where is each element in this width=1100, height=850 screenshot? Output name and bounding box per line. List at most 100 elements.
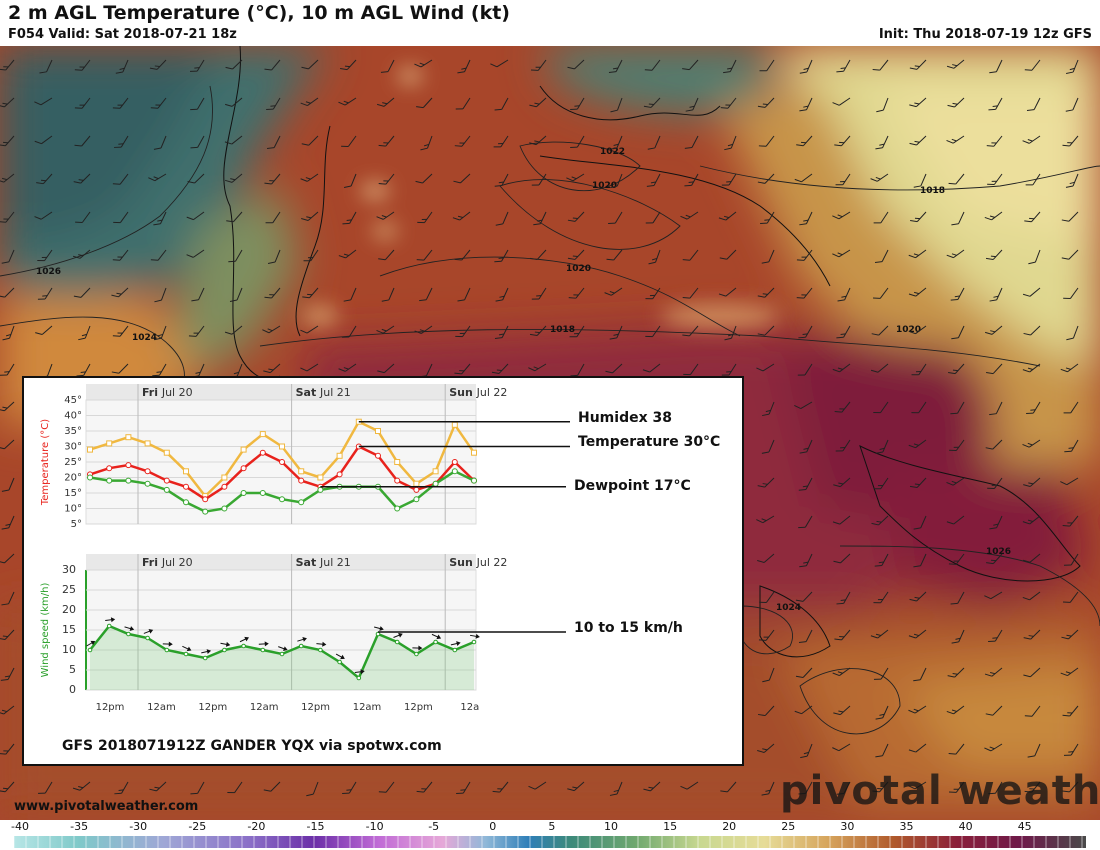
wind-barb	[414, 59, 433, 68]
wind-barb	[647, 135, 661, 150]
wind-barb	[454, 363, 471, 375]
wind-barb	[376, 211, 395, 220]
map-header: 2 m AGL Temperature (°C), 10 m AGL Wind …	[0, 0, 1100, 46]
wind-barb	[989, 401, 1003, 416]
isobar-label: 1018	[550, 325, 575, 335]
isobar-label: 1024	[776, 603, 801, 613]
wind-barb	[343, 287, 357, 302]
dewpoint-point	[240, 490, 247, 496]
wind-barb	[757, 743, 775, 753]
wind-barb	[494, 97, 509, 111]
dewpoint-point	[106, 477, 113, 484]
wind-barb	[609, 325, 623, 340]
wind-direction-arrow	[316, 641, 327, 647]
wind-tick-label: 10	[62, 643, 76, 656]
wind-direction-arrow	[393, 632, 403, 638]
wind-barb	[0, 97, 15, 108]
wind-barb	[529, 325, 547, 337]
time-tick-label: 12am	[147, 702, 176, 713]
wind-barb	[870, 629, 889, 639]
wind-barb	[1, 249, 15, 264]
wind-barb	[873, 667, 889, 680]
time-tick-label: 12pm	[198, 702, 227, 713]
wind-barb	[452, 211, 471, 221]
wind-barb	[1065, 97, 1079, 112]
wind-barb	[301, 59, 319, 70]
isobar-label: 1020	[592, 181, 617, 191]
wind-direction-arrow	[412, 645, 423, 651]
wind-callout: 10 to 15 km/h	[574, 620, 683, 636]
humidex-point	[451, 421, 458, 428]
wind-barb	[420, 135, 433, 151]
wind-barb	[153, 211, 167, 226]
wind-point	[222, 647, 227, 653]
wind-barb	[799, 439, 813, 454]
wind-point	[452, 647, 458, 653]
wind-barb	[874, 553, 889, 567]
wind-barb	[832, 667, 851, 677]
wind-barb	[0, 401, 15, 412]
wind-barb	[609, 135, 623, 150]
wind-direction-arrow	[450, 641, 461, 646]
wind-barb	[684, 135, 699, 149]
wind-barb	[74, 97, 91, 109]
wind-barb	[415, 173, 433, 184]
wind-barb	[224, 173, 243, 183]
wind-barb	[873, 591, 889, 604]
temperature-point	[163, 477, 170, 484]
wind-barb	[646, 173, 661, 187]
wind-direction-arrow	[220, 641, 231, 647]
colorbar-tick-label: 0	[489, 820, 497, 833]
time-tick-label: 12pm	[96, 702, 125, 713]
wind-barb	[111, 287, 129, 298]
wind-barb	[909, 59, 927, 70]
wind-tick-label: 30	[62, 563, 76, 576]
wind-barb	[832, 743, 851, 752]
wind-barb	[1063, 743, 1079, 756]
wind-barb	[1022, 591, 1041, 601]
website-url[interactable]: www.pivotalweather.com	[14, 799, 199, 814]
wind-barb	[757, 97, 775, 108]
wind-barb	[38, 781, 53, 794]
humidex-callout: Humidex 38	[578, 410, 672, 426]
wind-barb	[682, 59, 699, 71]
wind-barb	[645, 325, 661, 338]
colorbar-tick-label: -10	[365, 820, 384, 833]
wind-barb	[1064, 439, 1079, 453]
wind-barb	[263, 781, 281, 792]
wind-barb	[836, 781, 851, 795]
temp-tick-label: 30°	[64, 442, 82, 453]
colorbar-tick-label: 20	[722, 820, 737, 833]
wind-point	[318, 647, 323, 653]
wind-barb	[762, 401, 775, 417]
wind-barb	[908, 743, 927, 753]
wind-barb	[1060, 363, 1079, 373]
wind-barb	[1023, 325, 1041, 336]
wind-barb	[224, 325, 243, 335]
wind-barb	[720, 781, 737, 793]
wind-point	[394, 639, 400, 645]
wind-barb	[682, 287, 699, 299]
wind-barb	[2, 325, 15, 341]
wind-barb	[759, 591, 775, 604]
dewpoint-point	[163, 486, 170, 493]
wind-barb	[872, 287, 889, 299]
wind-point	[183, 651, 189, 657]
wind-barb	[913, 515, 927, 530]
wind-barb	[608, 59, 623, 73]
wind-barb	[1024, 211, 1041, 223]
wind-direction-arrow	[86, 640, 96, 647]
wind-barb	[984, 667, 1003, 677]
wind-barb	[1024, 59, 1041, 71]
wind-barb	[913, 667, 927, 682]
temp-day-label: Sun Jul 22	[449, 386, 507, 399]
wind-barb	[758, 135, 775, 147]
humidex-point	[317, 474, 324, 481]
wind-barb	[495, 211, 509, 226]
wind-barb	[0, 743, 15, 755]
wind-barb	[0, 173, 15, 183]
wind-direction-arrow	[201, 649, 212, 655]
wind-barb	[490, 59, 509, 68]
wind-axis-label: Wind speed (km/h)	[40, 583, 51, 678]
colorbar-tick-label: -35	[70, 820, 89, 833]
